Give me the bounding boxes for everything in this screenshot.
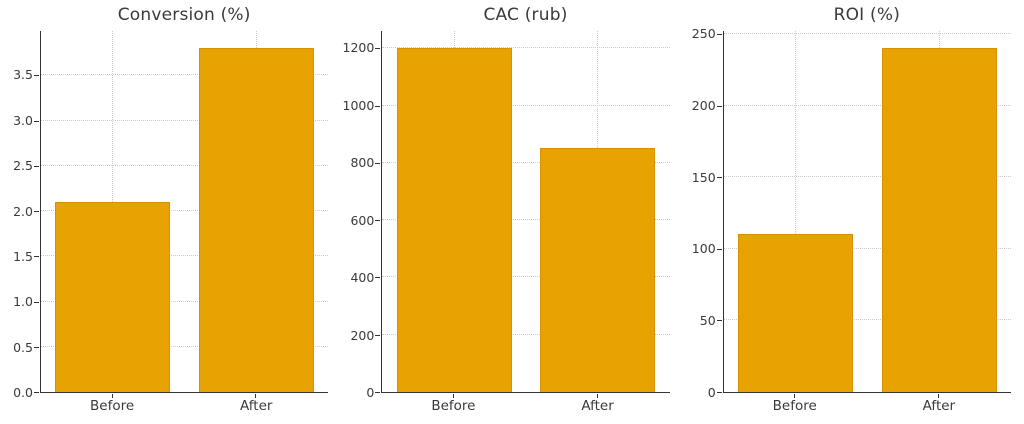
chart-title: ROI (%)	[833, 5, 901, 25]
y-tick-label: 200	[350, 327, 375, 343]
x-tick-mark	[453, 394, 455, 398]
gridline-horizontal	[41, 164, 329, 166]
gridline-horizontal	[41, 74, 329, 76]
y-tick-mark	[375, 334, 381, 336]
y-tick-label: 1.5	[13, 248, 33, 264]
x-axis: Before After	[381, 393, 669, 424]
y-tick-mark	[716, 392, 722, 393]
y-tick-mark	[34, 392, 39, 393]
gridline-horizontal	[723, 32, 1011, 34]
bar-after	[881, 48, 997, 392]
x-tick-mark	[111, 394, 113, 398]
y-tick-mark	[375, 105, 381, 107]
y-tick-label: 800	[350, 155, 375, 171]
y-tick-label: 1000	[342, 97, 375, 113]
y-tick-mark	[716, 177, 722, 179]
y-tick-mark	[375, 162, 381, 164]
chart-panel: CAC (rub) 0 200 400 600 800 1000 1200 Before Afte…	[341, 0, 682, 424]
chart-title: CAC (rub)	[483, 5, 568, 25]
y-axis: 0 200 400 600 800 1000 1200	[341, 31, 381, 400]
x-tick-label: After	[922, 398, 956, 414]
gridline-horizontal	[723, 247, 1011, 249]
chart-panel: ROI (%) 0 50 100 150 200 250 Before After	[683, 0, 1024, 424]
y-tick-label: 600	[350, 212, 375, 228]
gridline-horizontal	[382, 47, 670, 49]
y-axis: 0.0 0.5 1.0 1.5 2.0 2.5 3.0 3.5	[0, 31, 40, 400]
y-tick-label: 0	[366, 385, 375, 400]
y-tick-label: 2.0	[13, 203, 33, 219]
y-tick-label: 150	[691, 169, 716, 185]
x-tick-label: Before	[772, 398, 817, 414]
gridline-horizontal	[382, 161, 670, 163]
x-tick-mark	[794, 394, 796, 398]
y-tick-mark	[716, 33, 722, 35]
y-tick-mark	[34, 301, 39, 303]
gridline-horizontal	[382, 333, 670, 335]
x-tick-mark	[255, 394, 257, 398]
x-tick-label: Before	[431, 398, 476, 414]
x-tick-mark	[938, 394, 940, 398]
y-tick-mark	[716, 248, 722, 250]
bar-before	[55, 202, 171, 392]
gridline-vertical	[794, 31, 796, 392]
y-tick-mark	[716, 320, 722, 322]
x-axis: Before After	[40, 393, 328, 424]
y-tick-mark	[34, 165, 39, 167]
gridline-horizontal	[41, 300, 329, 302]
y-tick-mark	[375, 220, 381, 222]
y-tick-label: 0	[707, 385, 716, 400]
x-tick-mark	[596, 394, 598, 398]
bar-before	[738, 234, 853, 392]
y-tick-label: 2.5	[13, 158, 33, 174]
y-tick-mark	[34, 346, 39, 348]
y-tick-mark	[716, 105, 722, 107]
gridline-horizontal	[723, 176, 1011, 178]
bar-after	[199, 48, 314, 392]
y-tick-label: 250	[691, 25, 716, 41]
y-tick-label: 3.0	[13, 112, 33, 128]
y-tick-label: 0.0	[13, 385, 33, 400]
gridline-horizontal	[723, 104, 1011, 106]
y-tick-mark	[375, 48, 381, 50]
x-tick-label: After	[240, 398, 273, 414]
y-tick-label: 50	[699, 313, 716, 329]
plot-area	[716, 31, 1011, 398]
bar-after	[540, 148, 656, 392]
plot-area	[375, 31, 670, 398]
gridline-horizontal	[41, 255, 329, 257]
x-tick-label: After	[581, 398, 614, 414]
y-tick-mark	[34, 120, 39, 122]
plot-area	[34, 31, 329, 398]
y-tick-label: 200	[691, 97, 716, 113]
x-axis: Before After	[723, 393, 1011, 424]
y-tick-label: 400	[350, 270, 375, 286]
gridline-horizontal	[41, 345, 329, 347]
y-tick-label: 1.0	[13, 294, 33, 310]
y-tick-label: 100	[691, 241, 716, 257]
x-tick-label: Before	[90, 398, 135, 414]
gridline-horizontal	[382, 276, 670, 278]
y-tick-mark	[34, 256, 39, 258]
y-tick-mark	[375, 392, 381, 393]
gridline-horizontal	[41, 119, 329, 121]
y-tick-label: 3.5	[13, 67, 33, 83]
gridline-horizontal	[723, 319, 1011, 321]
y-tick-mark	[34, 75, 39, 77]
y-tick-label: 0.5	[13, 339, 33, 355]
y-tick-mark	[375, 277, 381, 279]
chart-panel: Conversion (%) 0.0 0.5 1.0 1.5 2.0 2.5 3.0 3.5 Be…	[0, 0, 341, 424]
y-axis: 0 50 100 150 200 250	[683, 26, 723, 399]
gridline-horizontal	[382, 104, 670, 106]
y-tick-mark	[34, 211, 39, 213]
gridline-horizontal	[41, 210, 329, 212]
chart-title: Conversion (%)	[117, 5, 251, 25]
gridline-horizontal	[382, 219, 670, 221]
y-tick-label: 1200	[342, 40, 375, 56]
bar-before	[396, 48, 512, 392]
